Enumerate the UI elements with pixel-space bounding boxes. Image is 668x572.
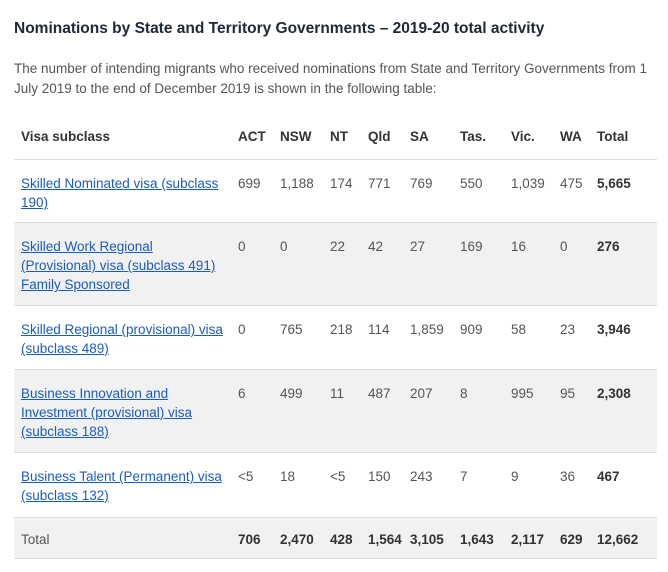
total-cell-sa: 3,105 [403, 517, 453, 559]
col-header-wa: WA [553, 117, 590, 160]
value-cell-total: 2,308 [590, 369, 657, 453]
value-cell-tas: 8 [453, 369, 504, 453]
value-cell-qld: 114 [361, 305, 403, 370]
value-cell-total: 5,665 [590, 159, 657, 223]
value-cell-nt: <5 [323, 452, 361, 518]
value-cell-sa: 1,859 [403, 305, 453, 370]
total-cell-qld: 1,564 [361, 517, 403, 559]
value-cell-vic: 9 [504, 452, 553, 518]
visa-link-subclass-190[interactable]: Skilled Nominated visa (subclass 190) [21, 176, 219, 210]
value-cell-vic: 58 [504, 305, 553, 370]
col-header-nsw: NSW [273, 117, 323, 160]
table-total-row: Total 706 2,470 428 1,564 3,105 1,643 2,… [14, 517, 657, 559]
visa-link-subclass-132[interactable]: Business Talent (Permanent) visa (subcla… [21, 469, 222, 503]
value-cell-act: 699 [231, 159, 273, 223]
value-cell-sa: 769 [403, 159, 453, 223]
page-heading: Nominations by State and Territory Gover… [14, 20, 545, 37]
value-cell-sa: 27 [403, 222, 453, 306]
table-row: Business Talent (Permanent) visa (subcla… [14, 452, 657, 518]
table-row: Business Innovation and Investment (prov… [14, 369, 657, 453]
value-cell-wa: 23 [553, 305, 590, 370]
value-cell-wa: 0 [553, 222, 590, 306]
value-cell-wa: 475 [553, 159, 590, 223]
value-cell-tas: 169 [453, 222, 504, 306]
value-cell-sa: 207 [403, 369, 453, 453]
value-cell-act: 6 [231, 369, 273, 453]
value-cell-vic: 16 [504, 222, 553, 306]
value-cell-tas: 7 [453, 452, 504, 518]
col-header-sa: SA [403, 117, 453, 160]
total-cell-vic: 2,117 [504, 517, 553, 559]
visa-cell: Skilled Work Regional (Provisional) visa… [14, 222, 231, 306]
visa-cell: Business Talent (Permanent) visa (subcla… [14, 452, 231, 518]
total-cell-nt: 428 [323, 517, 361, 559]
col-header-total: Total [590, 117, 657, 160]
visa-cell: Business Innovation and Investment (prov… [14, 369, 231, 453]
value-cell-total: 467 [590, 452, 657, 518]
value-cell-vic: 995 [504, 369, 553, 453]
value-cell-total: 3,946 [590, 305, 657, 370]
table-row: Skilled Nominated visa (subclass 190) 69… [14, 159, 657, 223]
value-cell-nt: 22 [323, 222, 361, 306]
value-cell-nsw: 18 [273, 452, 323, 518]
visa-link-subclass-188[interactable]: Business Innovation and Investment (prov… [21, 386, 193, 439]
value-cell-nsw: 0 [273, 222, 323, 306]
value-cell-qld: 487 [361, 369, 403, 453]
value-cell-qld: 771 [361, 159, 403, 223]
value-cell-nt: 218 [323, 305, 361, 370]
value-cell-act: 0 [231, 305, 273, 370]
value-cell-act: <5 [231, 452, 273, 518]
visa-link-subclass-489[interactable]: Skilled Regional (provisional) visa (sub… [21, 322, 223, 356]
total-cell-tas: 1,643 [453, 517, 504, 559]
table-header-row: Visa subclass ACT NSW NT Qld SA Tas. Vic… [14, 117, 657, 160]
table-row: Skilled Regional (provisional) visa (sub… [14, 305, 657, 370]
total-row-label: Total [14, 517, 231, 559]
value-cell-nt: 174 [323, 159, 361, 223]
value-cell-nt: 11 [323, 369, 361, 453]
col-header-qld: Qld [361, 117, 403, 160]
value-cell-tas: 550 [453, 159, 504, 223]
value-cell-nsw: 499 [273, 369, 323, 453]
value-cell-nsw: 765 [273, 305, 323, 370]
value-cell-wa: 95 [553, 369, 590, 453]
visa-link-subclass-491[interactable]: Skilled Work Regional (Provisional) visa… [21, 239, 216, 292]
total-cell-wa: 629 [553, 517, 590, 559]
visa-cell: Skilled Nominated visa (subclass 190) [14, 159, 231, 223]
value-cell-tas: 909 [453, 305, 504, 370]
intro-text: The number of intending migrants who rec… [14, 61, 648, 96]
col-header-nt: NT [323, 117, 361, 160]
grand-total-cell: 12,662 [590, 517, 657, 559]
value-cell-qld: 42 [361, 222, 403, 306]
value-cell-sa: 243 [403, 452, 453, 518]
col-header-visa-subclass: Visa subclass [14, 117, 231, 160]
value-cell-nsw: 1,188 [273, 159, 323, 223]
value-cell-total: 276 [590, 222, 657, 306]
table-row: Skilled Work Regional (Provisional) visa… [14, 222, 657, 306]
total-cell-nsw: 2,470 [273, 517, 323, 559]
col-header-vic: Vic. [504, 117, 553, 160]
col-header-act: ACT [231, 117, 273, 160]
nominations-table: Visa subclass ACT NSW NT Qld SA Tas. Vic… [14, 117, 657, 559]
value-cell-qld: 150 [361, 452, 403, 518]
col-header-tas: Tas. [453, 117, 504, 160]
total-cell-act: 706 [231, 517, 273, 559]
value-cell-act: 0 [231, 222, 273, 306]
value-cell-vic: 1,039 [504, 159, 553, 223]
visa-cell: Skilled Regional (provisional) visa (sub… [14, 305, 231, 370]
value-cell-wa: 36 [553, 452, 590, 518]
